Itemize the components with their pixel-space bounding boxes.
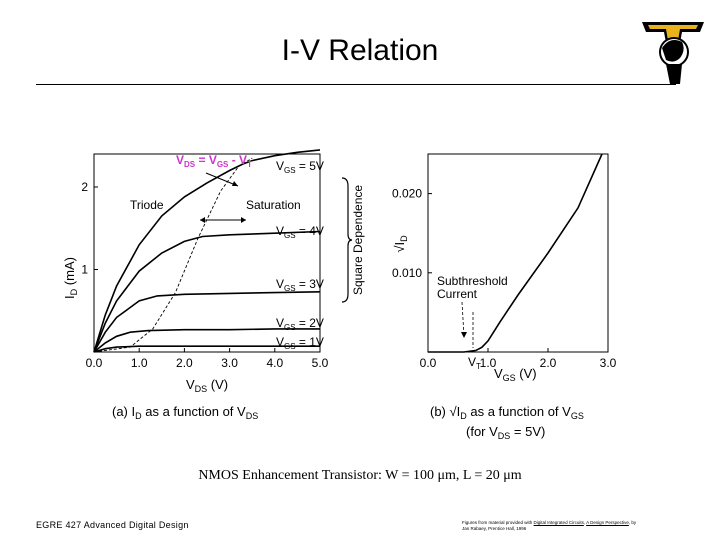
chart-a-xtick-label: 0.0 [86, 356, 103, 370]
label-vgs-1v: VGS = 1V [276, 335, 324, 351]
curve-sqrt-id [428, 153, 603, 353]
chart-a-frame [93, 153, 321, 353]
curve-vgs-4v [93, 230, 321, 353]
chart-a-xlabel: VDS (V) [186, 377, 228, 394]
label-vgs-3v: VGS = 3V [276, 277, 324, 293]
chart-b-xtick-label: 0.0 [420, 356, 437, 370]
chart-b-xlabel: VGS (V) [494, 366, 537, 383]
figure-caption: NMOS Enhancement Transistor: W = 100 μm,… [198, 468, 522, 483]
chart-a-ytick-label: 1 [81, 263, 88, 277]
chart-b-caption: (b) √ID as a function of VGS [430, 404, 584, 421]
curve-vgs-3v [93, 291, 321, 353]
chart-b-ylabel: √ID [392, 235, 409, 253]
chart-a-caption: (a) ID as a function of VDS [112, 404, 258, 421]
title-divider [36, 84, 676, 85]
chart-b-ytick-label: 0.020 [392, 187, 422, 201]
label-square-dependence: Square Dependence [351, 185, 365, 295]
chart-a-xtick-label: 5.0 [312, 356, 329, 370]
chart-b-frame [427, 153, 609, 353]
chart-b-xtick-label: 3.0 [600, 356, 617, 370]
chart-b-xtick-label: 1.0 [480, 356, 497, 370]
course-footer: EGRE 427 Advanced Digital Design [36, 520, 189, 530]
chart-a-xtick-label: 2.0 [176, 356, 193, 370]
chart-a-xtick-label: 3.0 [221, 356, 238, 370]
chart-id-vs-vds: 0.0 1.0 2.0 3.0 4.0 5.0 1 2 ID (mA) VDS (V) Tr… [62, 149, 365, 421]
figure-credit: Figures from material provided with Digi… [462, 520, 637, 531]
curve-vgs-2v [93, 328, 320, 353]
curve-vgs-5v [93, 149, 321, 353]
page-title: I-V Relation [281, 34, 439, 67]
chart-b-ytick-label: 0.010 [392, 266, 422, 280]
label-vgs-2v: VGS = 2V [276, 316, 324, 332]
label-vgs-5v: VGS = 5V [276, 159, 324, 175]
label-boundary: VDS = VGS - VT [176, 153, 252, 169]
chart-a-xtick-label: 4.0 [266, 356, 283, 370]
boundary-curve [93, 157, 253, 353]
square-dependence-brace [341, 177, 353, 303]
university-logo [642, 22, 704, 84]
label-subthreshold: Subthreshold [437, 274, 508, 288]
label-saturation: Saturation [246, 198, 301, 212]
chart-a-xtick-label: 1.0 [131, 356, 148, 370]
label-current: Current [437, 287, 478, 301]
label-vgs-4v: VGS = 4V [276, 224, 324, 240]
label-triode: Triode [130, 198, 164, 212]
chart-sqrt-id-vs-vgs: 0.0 1.0 2.0 3.0 0.010 0.020 √ID VGS (V) Subt… [392, 153, 617, 441]
curve-vgs-1v [93, 345, 320, 353]
chart-b-caption-line2: (for VDS = 5V) [466, 424, 545, 441]
chart-b-xtick-label: 2.0 [540, 356, 557, 370]
chart-a-ylabel: ID (mA) [62, 257, 79, 299]
chart-a-ytick-label: 2 [81, 180, 88, 194]
